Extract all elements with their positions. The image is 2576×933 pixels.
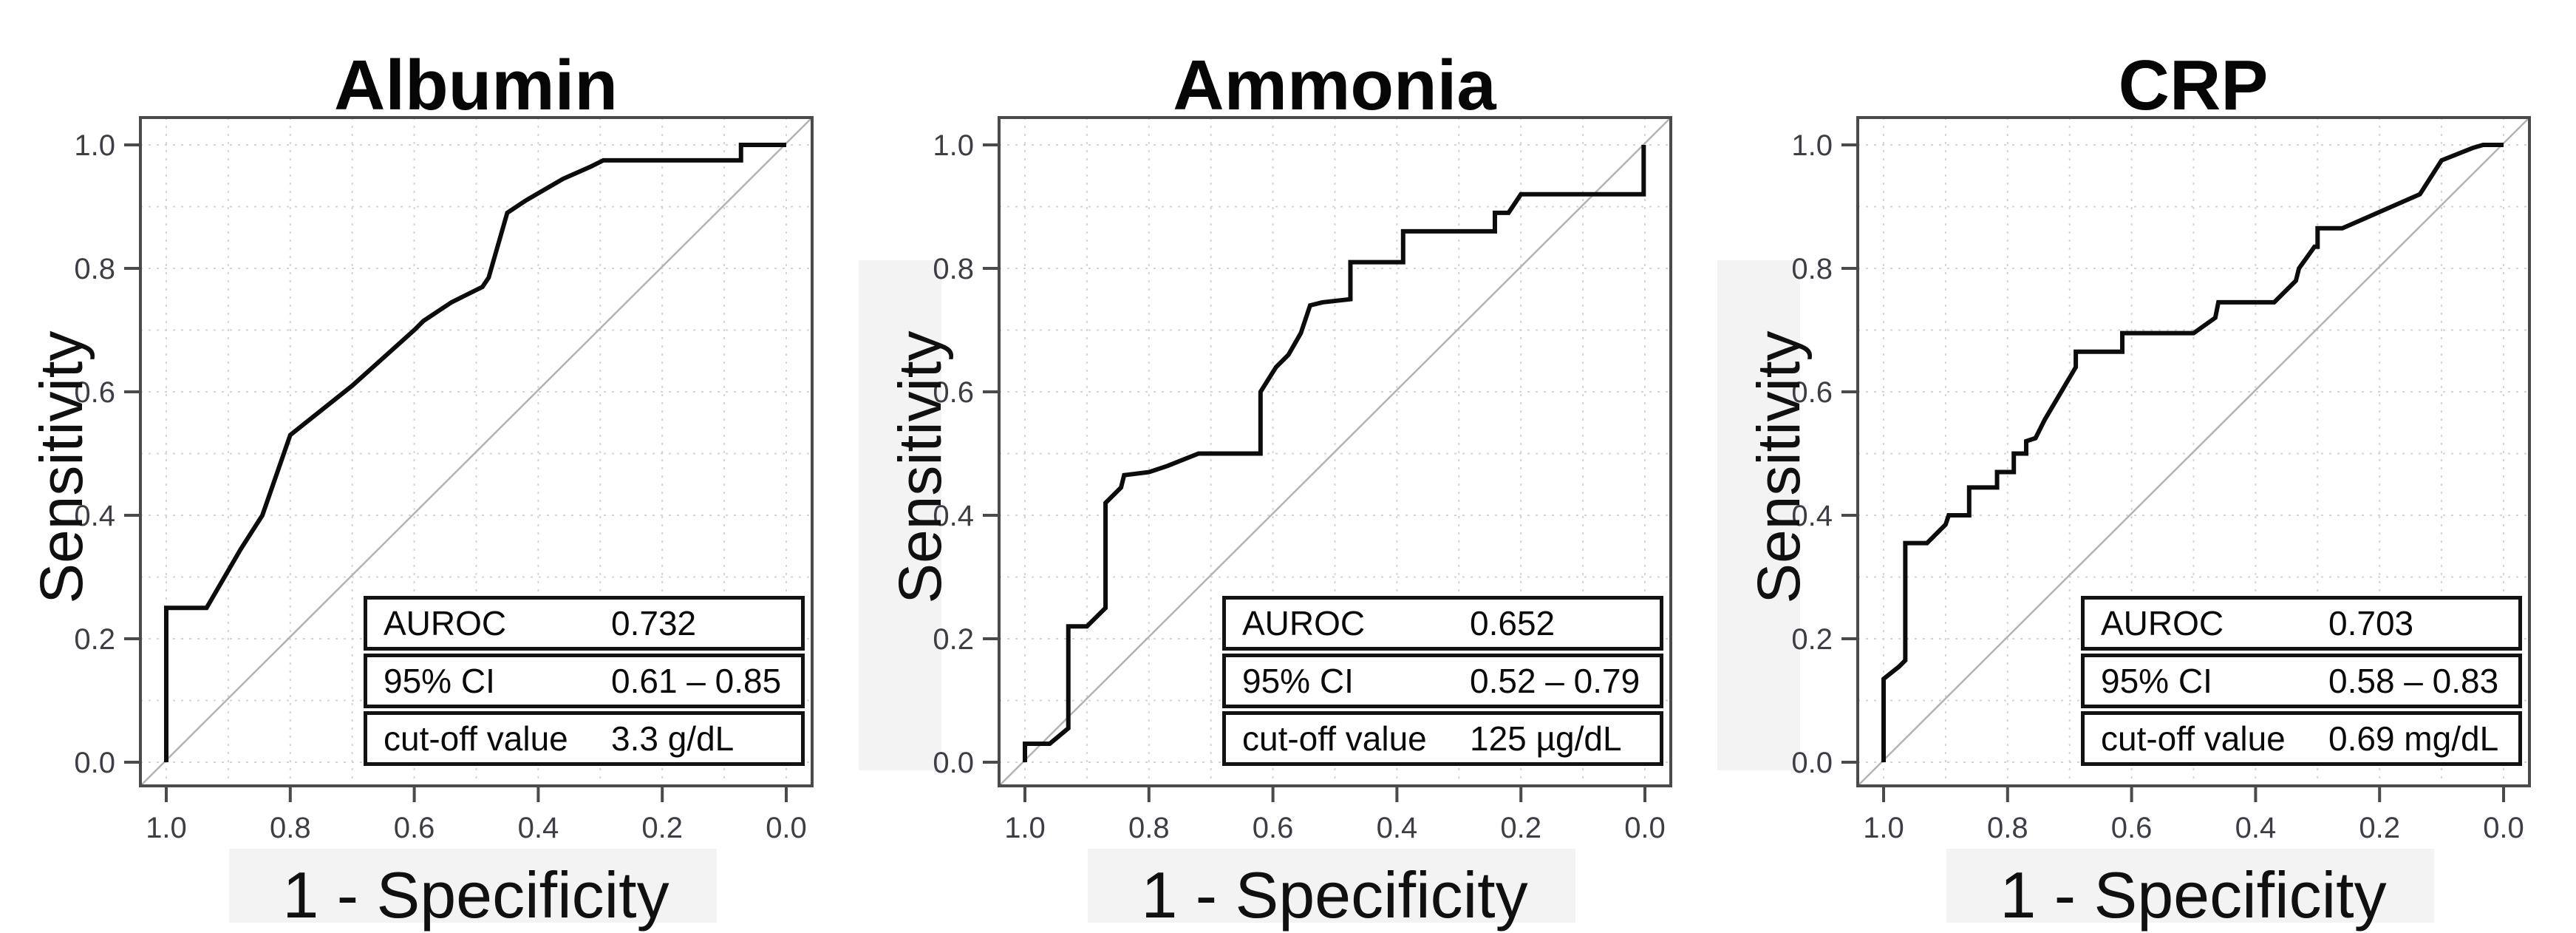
y-axis-label: Sensitivity bbox=[28, 330, 95, 604]
stat-value: 0.732 bbox=[611, 604, 697, 642]
stat-value: 0.652 bbox=[1470, 604, 1556, 642]
stat-label: cut-off value bbox=[384, 719, 568, 758]
x-tick-label: 0.2 bbox=[1500, 812, 1541, 844]
x-tick-label: 1.0 bbox=[1863, 812, 1904, 844]
stats-table: AUROC 0.652 95% CI 0.52 – 0.79 cut-off v… bbox=[1222, 596, 1663, 769]
scan-artifact bbox=[1717, 260, 1800, 770]
x-tick-label: 0.4 bbox=[2235, 812, 2277, 844]
stat-label: 95% CI bbox=[2101, 662, 2212, 700]
y-tick-label: 0.2 bbox=[1791, 623, 1833, 656]
y-tick-label: 1.0 bbox=[74, 129, 115, 162]
y-tick-label: 0.8 bbox=[933, 253, 974, 285]
stat-value: 125 µg/dL bbox=[1470, 719, 1622, 758]
x-axis-label: 1 - Specificity bbox=[2000, 858, 2387, 932]
stat-label: 95% CI bbox=[384, 662, 495, 700]
plot-border bbox=[998, 116, 1672, 787]
x-tick-label: 0.8 bbox=[270, 812, 311, 844]
scan-artifact bbox=[1946, 849, 2434, 923]
roc-curve bbox=[164, 143, 786, 762]
y-tick-label: 0.0 bbox=[933, 747, 974, 779]
x-tick-label: 1.0 bbox=[1004, 812, 1046, 844]
stats-table: AUROC 0.732 95% CI 0.61 – 0.85 cut-off v… bbox=[364, 596, 805, 769]
panel-ammonia: Ammonia 1.0 0.8 0.6 0.4 0.2 0.0 0.0 0.2 0.4 0.6 0.… bbox=[859, 0, 1717, 932]
stats-table: AUROC 0.703 95% CI 0.58 – 0.83 cut-off v… bbox=[2081, 596, 2522, 769]
scan-artifact bbox=[859, 260, 941, 770]
chart-title: Ammonia bbox=[1173, 46, 1496, 126]
y-tick-label: 0.0 bbox=[74, 747, 115, 779]
stat-value: 3.3 g/dL bbox=[611, 719, 735, 758]
y-tick-label: 0.6 bbox=[74, 376, 115, 409]
x-tick-label: 0.4 bbox=[1377, 812, 1418, 844]
stat-label: 95% CI bbox=[1242, 662, 1354, 700]
x-tick-label: 0.2 bbox=[2359, 812, 2400, 844]
x-tick-label: 0.0 bbox=[1624, 812, 1666, 844]
y-tick-label: 0.4 bbox=[1791, 500, 1833, 532]
stat-label: cut-off value bbox=[1242, 719, 1427, 758]
stat-value: 0.58 – 0.83 bbox=[2328, 662, 2499, 700]
stats-row-cutoff: cut-off value 125 µg/dL bbox=[1222, 711, 1663, 766]
x-tick-label: 0.8 bbox=[1987, 812, 2028, 844]
stats-row-cutoff: cut-off value 0.69 mg/dL bbox=[2081, 711, 2522, 766]
chart-title: Albumin bbox=[334, 46, 618, 126]
y-tick-label: 0.6 bbox=[933, 376, 974, 409]
y-tick-label: 0.2 bbox=[933, 623, 974, 656]
x-tick-label: 0.4 bbox=[518, 812, 559, 844]
chart-title: CRP bbox=[2118, 46, 2269, 126]
diagonal-reference-line bbox=[1857, 117, 2530, 787]
x-tick-label: 0.6 bbox=[394, 812, 435, 844]
stat-label: AUROC bbox=[2101, 604, 2224, 642]
y-axis-label: Sensitivity bbox=[1745, 330, 1813, 604]
y-tick-label: 0.4 bbox=[933, 500, 974, 532]
stats-row-auroc: AUROC 0.703 bbox=[2081, 596, 2522, 651]
stat-label: AUROC bbox=[1242, 604, 1366, 642]
roc-plot: 1.0 0.8 0.6 0.4 0.2 0.0 0.0 0.2 0.4 0.6 0.8 1.0 bbox=[933, 116, 1672, 844]
plot-border bbox=[139, 116, 814, 787]
y-tick-label: 0.8 bbox=[74, 253, 115, 285]
x-axis-label: 1 - Specificity bbox=[1141, 858, 1528, 932]
stat-label: cut-off value bbox=[2101, 719, 2286, 758]
stat-value: 0.52 – 0.79 bbox=[1470, 662, 1640, 700]
diagonal-reference-line bbox=[998, 117, 1672, 787]
stat-label: AUROC bbox=[384, 604, 507, 642]
scan-artifact bbox=[1088, 849, 1575, 923]
stats-row-ci: 95% CI 0.58 – 0.83 bbox=[2081, 654, 2522, 708]
x-tick-label: 0.0 bbox=[2483, 812, 2524, 844]
stats-row-auroc: AUROC 0.732 bbox=[364, 596, 805, 651]
roc-plot: 1.0 0.8 0.6 0.4 0.2 0.0 0.0 0.2 0.4 0.6 0.8 1.0 bbox=[1791, 116, 2531, 844]
x-tick-label: 1.0 bbox=[146, 812, 187, 844]
stat-value: 0.69 mg/dL bbox=[2328, 719, 2499, 758]
stats-row-ci: 95% CI 0.61 – 0.85 bbox=[364, 654, 805, 708]
x-tick-label: 0.2 bbox=[641, 812, 683, 844]
stats-row-cutoff: cut-off value 3.3 g/dL bbox=[364, 711, 805, 766]
roc-curve bbox=[1023, 145, 1646, 762]
y-tick-label: 1.0 bbox=[1791, 129, 1833, 162]
y-tick-label: 0.0 bbox=[1791, 747, 1833, 779]
y-tick-label: 1.0 bbox=[933, 129, 974, 162]
y-tick-label: 0.8 bbox=[1791, 253, 1833, 285]
stat-value: 0.61 – 0.85 bbox=[611, 662, 782, 700]
roc-plot: 1.0 0.8 0.6 0.4 0.2 0.0 0.0 0.2 0.4 0.6 0.8 1.0 bbox=[74, 116, 814, 844]
plot-border bbox=[1856, 116, 2531, 787]
panel-albumin: Albumin 1.0 0.8 0.6 0.4 0.2 0.0 0.0 0.2 0.4 0.6 0.… bbox=[0, 0, 859, 932]
y-tick-label: 0.4 bbox=[74, 500, 115, 532]
diagonal-reference-line bbox=[140, 117, 813, 787]
stats-row-ci: 95% CI 0.52 – 0.79 bbox=[1222, 654, 1663, 708]
x-axis-label: 1 - Specificity bbox=[282, 858, 669, 932]
scan-artifact bbox=[229, 849, 717, 923]
stats-row-auroc: AUROC 0.652 bbox=[1222, 596, 1663, 651]
x-tick-label: 0.0 bbox=[766, 812, 807, 844]
x-tick-label: 0.8 bbox=[1128, 812, 1170, 844]
x-tick-label: 0.6 bbox=[1253, 812, 1294, 844]
y-tick-label: 0.2 bbox=[74, 623, 115, 656]
stat-value: 0.703 bbox=[2328, 604, 2414, 642]
roc-curve bbox=[1881, 143, 2504, 762]
panel-crp: CRP 1.0 0.8 0.6 0.4 0.2 0.0 0.0 0.2 0.4 0.6 0.8 1.0… bbox=[1717, 0, 2576, 932]
y-axis-label: Sensitivity bbox=[887, 330, 954, 604]
y-tick-label: 0.6 bbox=[1791, 376, 1833, 409]
x-tick-label: 0.6 bbox=[2111, 812, 2153, 844]
